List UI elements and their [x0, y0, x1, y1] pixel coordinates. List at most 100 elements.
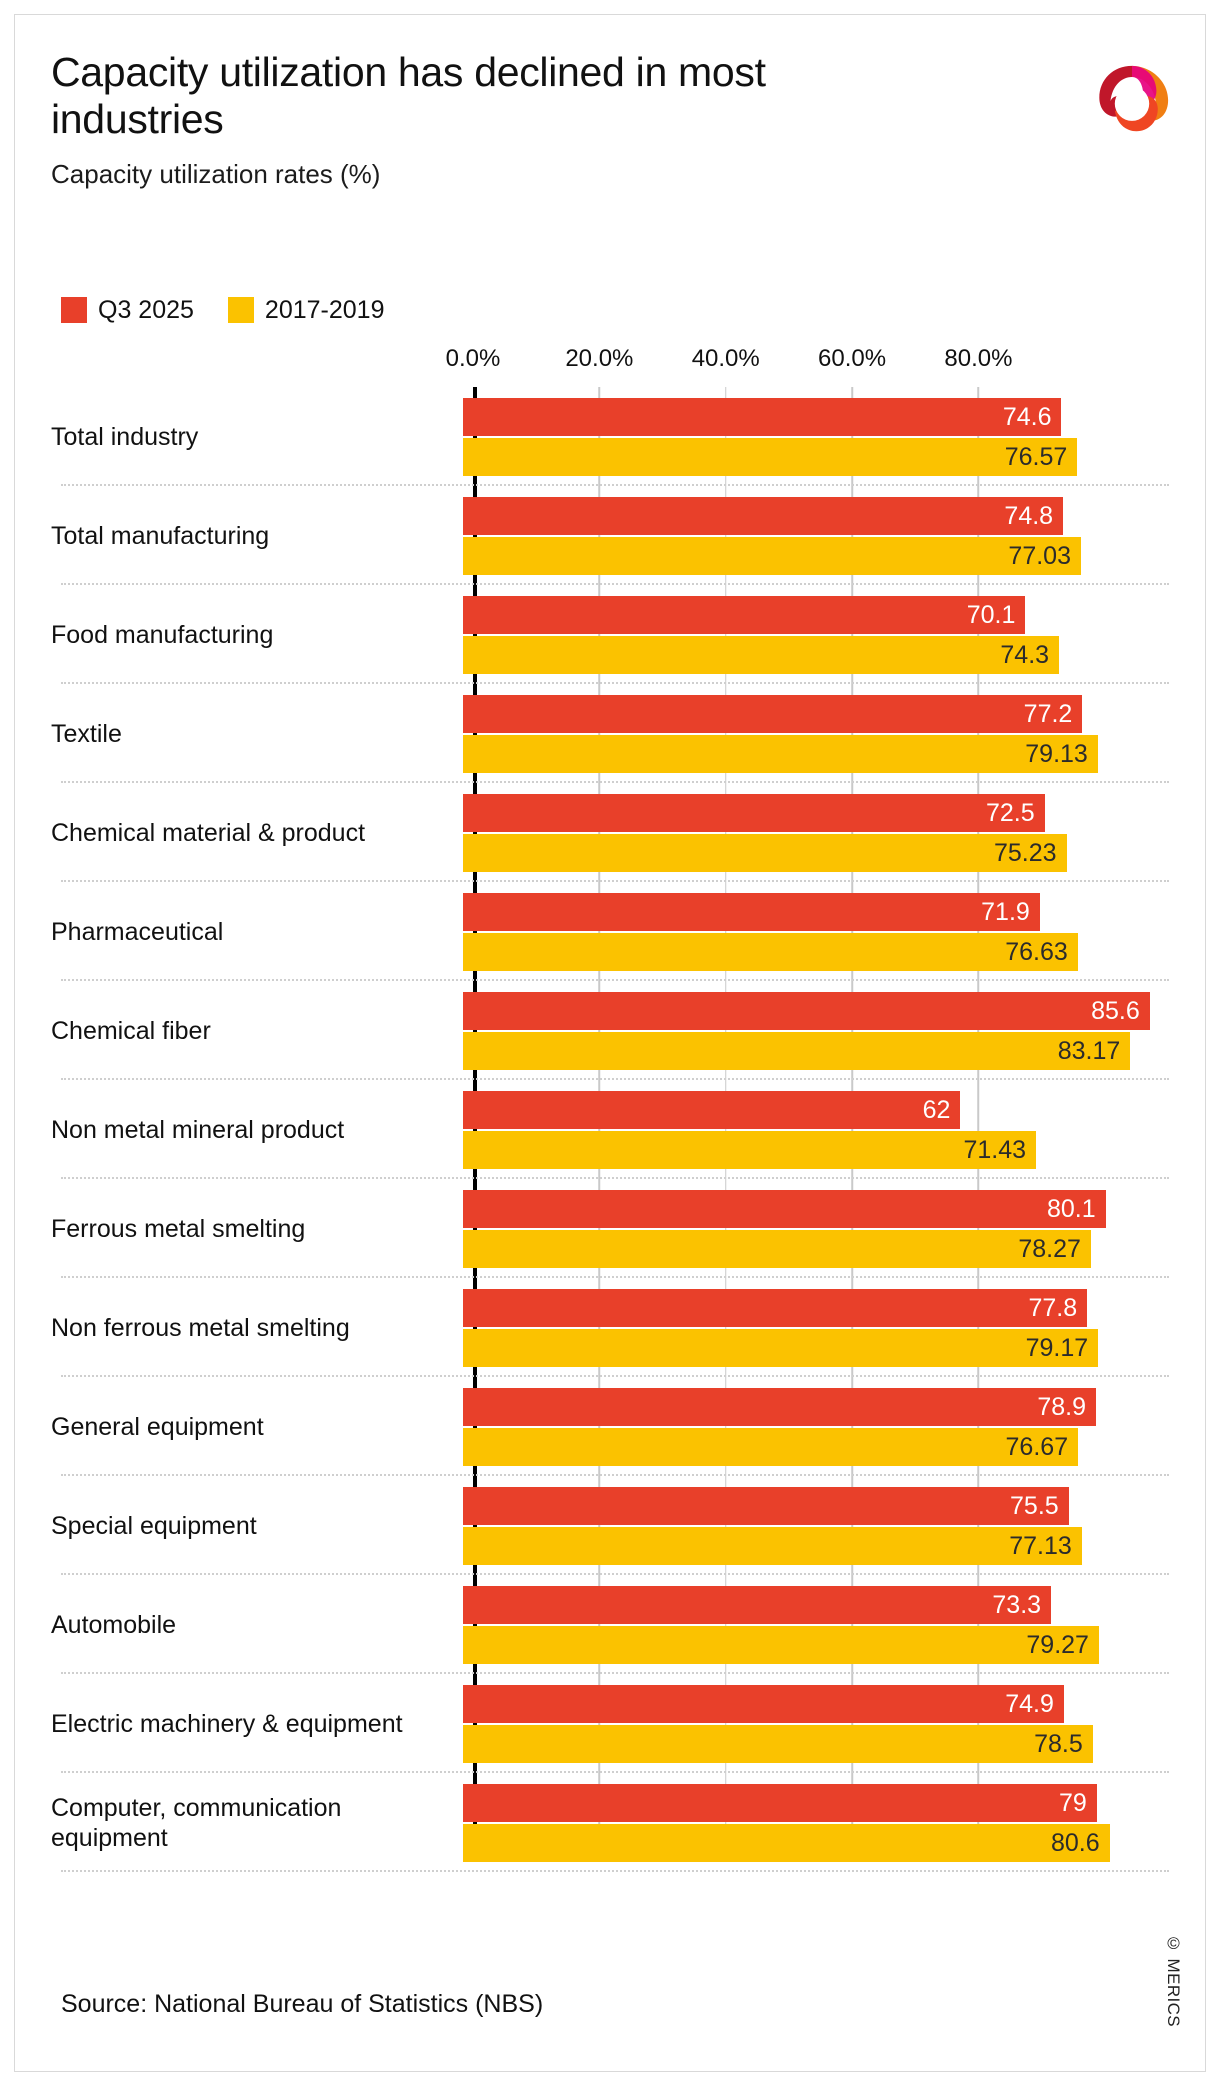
bar-group: Non ferrous metal smelting 77.8 79.17: [51, 1278, 1169, 1377]
category-label: General equipment: [51, 1412, 264, 1441]
bar-series-1[interactable]: 70.1: [463, 595, 1026, 634]
bar-series-1[interactable]: 74.6: [463, 397, 1062, 436]
chart-area: 0.0% 20.0% 40.0% 60.0% 80.0% Total industry 7…: [51, 345, 1169, 1897]
category-label: Special equipment: [51, 1511, 257, 1540]
bar-series-2[interactable]: 77.13: [463, 1526, 1082, 1565]
legend-item-series-1[interactable]: Q3 2025: [61, 297, 194, 323]
category-label: Non ferrous metal smelting: [51, 1313, 350, 1342]
bar-series-1[interactable]: 78.9: [463, 1387, 1096, 1426]
bar-series-2[interactable]: 74.3: [463, 635, 1060, 674]
bar-series-1[interactable]: 77.8: [463, 1288, 1088, 1327]
bar-series-2[interactable]: 80.6: [463, 1823, 1110, 1862]
bar-series-2[interactable]: 71.43: [463, 1130, 1037, 1169]
bar-value-label: 77.8: [1028, 1293, 1078, 1322]
bar-pair: 75.5 77.13: [463, 1485, 1169, 1567]
bar-value-label: 73.3: [992, 1590, 1042, 1619]
bar-series-2[interactable]: 78.5: [463, 1724, 1093, 1763]
bar-value-label: 71.43: [963, 1135, 1027, 1164]
group-separator: [61, 583, 1169, 585]
legend-item-series-2[interactable]: 2017-2019: [227, 296, 385, 324]
bar-value-label: 83.17: [1057, 1036, 1121, 1065]
bar-value-label: 70.1: [966, 600, 1016, 629]
bar-value-label: 74.9: [1005, 1689, 1054, 1718]
bar-pair: 77.2 79.13: [463, 693, 1169, 775]
bar-series-1[interactable]: 85.6: [463, 991, 1150, 1030]
bar-value-label: 85.6: [1091, 996, 1140, 1025]
bar-group: Textile 77.2 79.13: [51, 684, 1169, 783]
legend-swatch-series-1: [61, 297, 87, 323]
bar-series-1[interactable]: 77.2: [463, 694, 1083, 733]
x-axis-tick-label: 20.0%: [565, 345, 634, 372]
bar-value-label: 76.63: [1005, 937, 1068, 966]
bar-series-2[interactable]: 76.63: [463, 932, 1078, 971]
bar-series-1[interactable]: 73.3: [463, 1585, 1052, 1624]
bar-group: General equipment 78.9 76.67: [51, 1377, 1169, 1476]
bar-group: Ferrous metal smelting 80.1 78.27: [51, 1179, 1169, 1278]
bar-series-1[interactable]: 62: [463, 1090, 961, 1129]
bar-group: Chemical fiber 85.6 83.17: [51, 981, 1169, 1080]
x-axis-ticks: 0.0% 20.0% 40.0% 60.0% 80.0%: [446, 345, 1029, 387]
bar-value-label: 62: [922, 1095, 951, 1124]
category-label: Textile: [51, 719, 122, 748]
bar-value-label: 80.6: [1050, 1828, 1100, 1857]
bar-series-2[interactable]: 79.13: [463, 734, 1098, 773]
plot-area: Total industry 74.6 76.57 Total manufacturi…: [51, 387, 1169, 1885]
group-separator: [61, 1177, 1169, 1179]
legend-swatch-series-2: [227, 297, 254, 323]
bar-series-2[interactable]: 75.23: [463, 833, 1067, 872]
bar-pair: 72.5 75.23: [463, 792, 1169, 874]
bar-series-1[interactable]: 74.9: [463, 1684, 1064, 1723]
bar-series-2[interactable]: 76.57: [463, 437, 1078, 476]
bar-series-2[interactable]: 77.03: [463, 536, 1081, 575]
bar-value-label: 74.6: [1002, 402, 1052, 431]
bar-series-2[interactable]: 83.17: [463, 1031, 1131, 1070]
bar-value-label: 76.67: [1005, 1432, 1069, 1461]
chart-subtitle: Capacity utilization rates (%): [51, 159, 381, 189]
bar-pair: 74.6 76.57: [463, 396, 1169, 478]
bar-series-1[interactable]: 80.1: [463, 1189, 1106, 1228]
bar-value-label: 72.5: [985, 798, 1035, 827]
bar-group: Chemical material & product 72.5 75.23: [51, 783, 1169, 882]
bar-pair: 77.8 79.17: [463, 1287, 1169, 1369]
bar-series-2[interactable]: 79.17: [463, 1328, 1099, 1367]
x-axis-tick-label: 40.0%: [691, 345, 760, 372]
bar-series-1[interactable]: 74.8: [463, 496, 1064, 535]
group-separator: [61, 1672, 1169, 1674]
bar-series-2[interactable]: 76.67: [463, 1427, 1079, 1466]
group-separator: [61, 781, 1169, 783]
bar-pair: 80.1 78.27: [463, 1188, 1169, 1270]
bar-value-label: 71.9: [981, 897, 1030, 926]
group-separator: [61, 1078, 1169, 1080]
merics-logo: [1099, 65, 1169, 132]
bar-value-label: 78.5: [1034, 1729, 1083, 1758]
category-label: Pharmaceutical: [51, 917, 224, 946]
bar-series-1[interactable]: 72.5: [463, 793, 1045, 832]
bar-series-2[interactable]: 79.27: [463, 1625, 1099, 1664]
category-label: Total manufacturing: [51, 521, 270, 550]
bar-value-label: 77.03: [1008, 541, 1071, 570]
bar-value-label: 80.1: [1046, 1194, 1096, 1223]
category-label: Automobile: [51, 1610, 177, 1639]
bar-series-1[interactable]: 79: [463, 1783, 1097, 1822]
group-separator: [61, 979, 1169, 981]
bar-series-2[interactable]: 78.27: [463, 1229, 1091, 1268]
bar-series-1[interactable]: 75.5: [463, 1486, 1069, 1525]
category-label: Chemical material & product: [51, 818, 366, 847]
legend-label-series-2: 2017-2019: [264, 296, 385, 324]
group-separator: [61, 1375, 1169, 1377]
category-label: Food manufacturing: [51, 620, 274, 649]
bar-group: Pharmaceutical 71.9 76.63: [51, 882, 1169, 981]
group-separator: [61, 1771, 1169, 1773]
bar-value-label: 77.13: [1009, 1531, 1072, 1560]
category-label: Electric machinery & equipment: [51, 1709, 403, 1738]
bar-series-1[interactable]: 71.9: [463, 892, 1040, 931]
bar-value-label: 75.23: [993, 838, 1057, 867]
bar-value-label: 79: [1058, 1788, 1087, 1817]
source-note: Source: National Bureau of Statistics (N…: [61, 1990, 544, 2018]
bar-value-label: 78.9: [1037, 1392, 1086, 1421]
page-title: Capacity utilization has declined in mos…: [51, 49, 766, 142]
bar-group: Electric machinery & equipment 74.9 78.5: [51, 1674, 1169, 1773]
group-separator: [61, 682, 1169, 684]
bar-value-label: 75.5: [1010, 1491, 1059, 1520]
